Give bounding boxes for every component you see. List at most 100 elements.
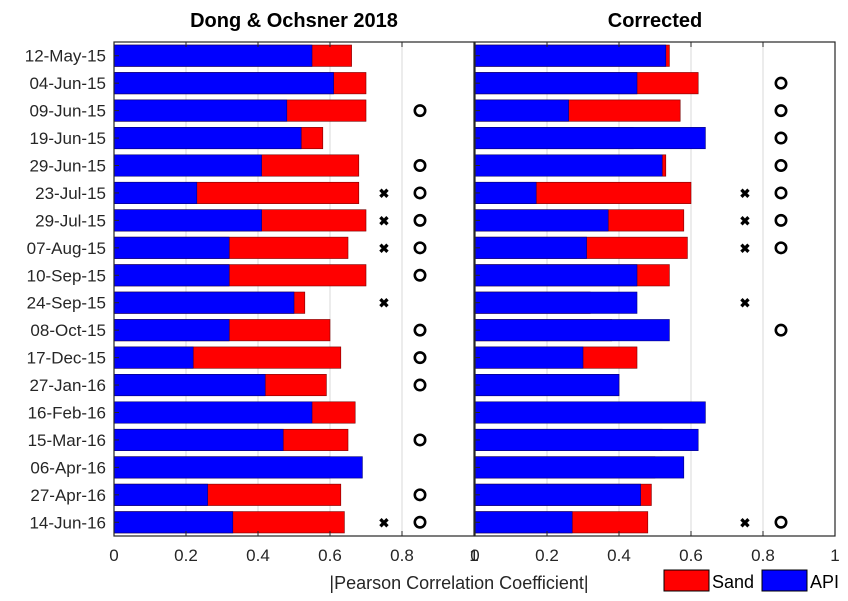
y-tick-label: 29-Jun-15 <box>29 157 106 176</box>
bar-api <box>113 456 363 479</box>
bar-api <box>474 236 587 259</box>
y-tick-label: 17-Dec-15 <box>27 349 106 368</box>
marker-x: ✖ <box>379 241 390 256</box>
x-tick-label: 0.4 <box>607 546 631 565</box>
y-tick-label: 10-Sep-15 <box>27 266 106 285</box>
legend-label-sand: Sand <box>712 572 754 592</box>
marker-o <box>413 159 427 173</box>
axes-box <box>113 41 475 537</box>
x-tick-label: 0.4 <box>246 546 270 565</box>
y-tick-label: 04-Jun-15 <box>29 74 106 93</box>
bar-api <box>113 511 234 534</box>
marker-o <box>413 323 427 337</box>
marker-o <box>774 241 788 255</box>
y-tick-label: 07-Aug-15 <box>27 239 106 258</box>
marker-o <box>413 241 427 255</box>
bar-api <box>113 264 230 287</box>
bar-api <box>474 428 699 451</box>
y-tick-label: 15-Mar-16 <box>28 431 106 450</box>
y-tick-label: 29-Jul-15 <box>35 211 106 230</box>
marker-o <box>413 268 427 282</box>
marker-o <box>774 159 788 173</box>
bar-api <box>113 291 295 314</box>
marker-o <box>413 104 427 118</box>
bar-api <box>113 401 313 424</box>
y-tick-label: 08-Oct-15 <box>30 321 106 340</box>
marker-x: ✖ <box>379 213 390 228</box>
bar-api <box>113 44 313 67</box>
marker-o <box>774 323 788 337</box>
marker-x: ✖ <box>740 515 751 530</box>
marker-o <box>774 131 788 145</box>
bar-api <box>113 236 230 259</box>
marker-o <box>774 104 788 118</box>
marker-x: ✖ <box>740 186 751 201</box>
marker-x: ✖ <box>740 213 751 228</box>
legend-swatch-api <box>761 569 808 592</box>
bar-api <box>113 428 284 451</box>
x-tick-label: 0.6 <box>679 546 703 565</box>
plot-area <box>475 42 835 536</box>
x-tick-label: 1 <box>469 546 478 565</box>
bar-api <box>474 511 573 534</box>
marker-o <box>413 488 427 502</box>
bar-api <box>474 483 641 506</box>
bar-api <box>474 291 638 314</box>
bar-api <box>474 456 685 479</box>
marker-o <box>413 351 427 365</box>
marker-x: ✖ <box>379 296 390 311</box>
marker-o <box>413 378 427 392</box>
y-tick-label: 16-Feb-16 <box>28 404 106 423</box>
y-tick-label: 12-May-15 <box>25 47 106 66</box>
bar-api <box>474 264 638 287</box>
bar-api <box>474 44 667 67</box>
marker-o <box>774 186 788 200</box>
bar-api <box>113 72 334 95</box>
bar-api <box>113 319 230 342</box>
axes-box <box>474 41 836 537</box>
bar-api <box>113 374 266 397</box>
bar-api <box>474 154 663 177</box>
bar-api <box>113 181 198 204</box>
y-tick-label: 14-Jun-16 <box>29 513 106 532</box>
marker-o <box>413 213 427 227</box>
bar-api <box>474 72 638 95</box>
x-tick-label: 0.8 <box>390 546 414 565</box>
x-tick-label: 0.2 <box>535 546 559 565</box>
marker-x: ✖ <box>740 241 751 256</box>
bar-api <box>474 127 706 150</box>
x-tick-label: 0.8 <box>751 546 775 565</box>
marker-o <box>413 433 427 447</box>
plot-area <box>114 42 474 536</box>
x-axis-label: |Pearson Correlation Coefficient| <box>329 573 588 593</box>
marker-o <box>413 186 427 200</box>
x-tick-label: 1 <box>830 546 839 565</box>
bar-api <box>113 127 302 150</box>
bar-api <box>113 209 262 232</box>
bar-api <box>113 483 208 506</box>
bar-api <box>474 209 609 232</box>
y-tick-label: 24-Sep-15 <box>27 294 106 313</box>
marker-x: ✖ <box>379 186 390 201</box>
bar-api <box>474 346 584 369</box>
marker-o <box>413 515 427 529</box>
bar-api <box>474 181 537 204</box>
y-tick-label: 27-Jan-16 <box>29 376 106 395</box>
x-tick-label: 0 <box>109 546 118 565</box>
marker-o <box>774 515 788 529</box>
y-tick-label: 06-Apr-16 <box>30 458 106 477</box>
y-tick-label: 09-Jun-15 <box>29 102 106 121</box>
bar-api <box>113 154 262 177</box>
bar-api <box>474 401 706 424</box>
marker-x: ✖ <box>740 296 751 311</box>
marker-x: ✖ <box>379 515 390 530</box>
legend-swatch-sand <box>663 569 710 592</box>
bar-api <box>113 346 194 369</box>
y-tick-label: 23-Jul-15 <box>35 184 106 203</box>
y-tick-label: 27-Apr-16 <box>30 486 106 505</box>
bar-api <box>474 374 620 397</box>
panel-title: Corrected <box>608 10 702 32</box>
x-tick-label: 0 <box>470 546 479 565</box>
